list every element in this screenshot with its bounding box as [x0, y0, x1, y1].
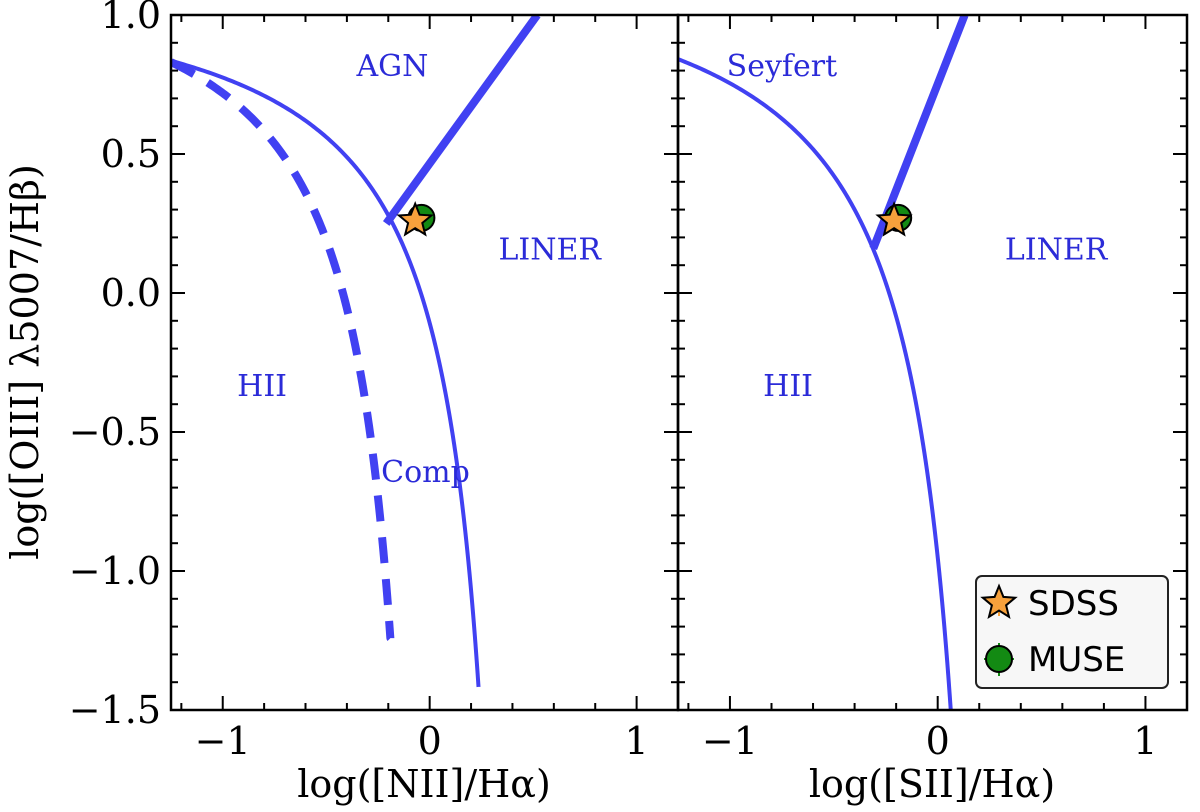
region-label-liner: LINER: [498, 233, 602, 268]
x-tick-label-left: 0: [418, 719, 442, 763]
y-tick-label: −1.0: [69, 549, 161, 593]
legend-box: [975, 575, 1169, 689]
legend-label-muse: MUSE: [1028, 640, 1125, 680]
x-axis-label-right: log([SII]/Hα): [809, 762, 1055, 806]
y-tick-label: −0.5: [69, 410, 161, 454]
data-point-sdss-right: [875, 201, 913, 237]
demarcation-line-right-0: [678, 57, 953, 710]
data-point-sdss-left: [396, 201, 434, 237]
legend: SDSS MUSE: [975, 575, 1169, 689]
legend-marker-sdss: [980, 583, 1018, 619]
region-label-agn: AGN: [355, 49, 428, 84]
region-label-hii: HII: [763, 369, 813, 404]
x-tick-label-right: −1: [702, 719, 758, 763]
region-label-liner: LINER: [1005, 233, 1109, 268]
plot-area-left: AGN LINER HII Comp: [171, 15, 602, 689]
y-tick-label: 1.0: [101, 0, 161, 37]
legend-label-sdss: SDSS: [1028, 584, 1119, 624]
legend-marker-muse: [985, 645, 1013, 673]
axes-frame-right: [676, 13, 1189, 712]
sii-halpha-panel: Seyfert LINER HII −1 0 1: [676, 13, 1189, 763]
x-tick-label-left: 1: [625, 719, 649, 763]
y-tick-label: 0.5: [101, 132, 161, 176]
region-label-seyfert: Seyfert: [727, 49, 838, 84]
demarcation-line-left-1: [171, 58, 395, 643]
x-tick-label-right: 1: [1133, 719, 1157, 763]
nii-halpha-panel: AGN LINER HII Comp −1 0 1 1.0 0.5 0.0 −0.5 −1.0 −1.5: [69, 0, 680, 763]
region-label-hii: HII: [237, 369, 287, 404]
plot-area-right: Seyfert LINER HII: [678, 15, 1109, 710]
demarcation-line-left-0: [171, 58, 481, 689]
y-tick-label: −1.5: [69, 688, 161, 732]
demarcation-line-left-2: [382, 15, 541, 226]
x-tick-label-right: 0: [926, 719, 950, 763]
region-label-comp: Comp: [381, 455, 470, 490]
axes-frame-left: [169, 13, 680, 712]
y-axis-label: log([OIII] λ5007/Hβ): [3, 164, 47, 560]
x-tick-label-left: −1: [195, 719, 251, 763]
x-axis-label-left: log([NII]/Hα): [297, 762, 551, 806]
y-tick-label: 0.0: [101, 271, 161, 315]
